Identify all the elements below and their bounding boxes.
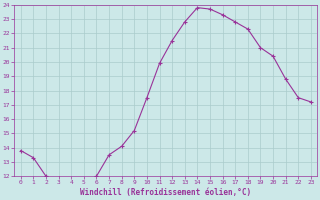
X-axis label: Windchill (Refroidissement éolien,°C): Windchill (Refroidissement éolien,°C) [80,188,252,197]
